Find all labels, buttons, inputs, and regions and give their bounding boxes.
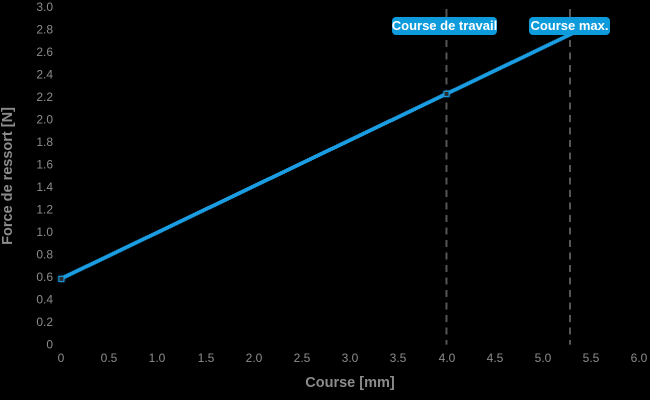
svg-text:5.5: 5.5 xyxy=(583,351,600,365)
svg-text:2.5: 2.5 xyxy=(294,351,311,365)
svg-text:2.0: 2.0 xyxy=(246,351,263,365)
svg-text:5.0: 5.0 xyxy=(535,351,552,365)
svg-text:3.0: 3.0 xyxy=(36,0,53,14)
svg-text:1.8: 1.8 xyxy=(36,135,53,149)
svg-text:1.4: 1.4 xyxy=(36,180,53,194)
svg-text:4.5: 4.5 xyxy=(487,351,504,365)
svg-text:0.6: 0.6 xyxy=(36,270,53,284)
svg-text:0.4: 0.4 xyxy=(36,293,53,307)
svg-text:0.5: 0.5 xyxy=(101,351,118,365)
svg-text:0.2: 0.2 xyxy=(36,315,53,329)
svg-text:3.0: 3.0 xyxy=(342,351,359,365)
svg-text:1.2: 1.2 xyxy=(36,203,53,217)
svg-text:0.8: 0.8 xyxy=(36,248,53,262)
svg-text:3.5: 3.5 xyxy=(390,351,407,365)
svg-text:0: 0 xyxy=(46,338,53,352)
svg-text:2.6: 2.6 xyxy=(36,45,53,59)
svg-text:4.0: 4.0 xyxy=(439,351,456,365)
svg-text:0: 0 xyxy=(58,351,65,365)
svg-text:Course max.: Course max. xyxy=(530,18,608,33)
svg-text:2.8: 2.8 xyxy=(36,23,53,37)
svg-text:6.0: 6.0 xyxy=(631,351,648,365)
svg-text:2.4: 2.4 xyxy=(36,68,53,82)
svg-text:Force de ressort [N]: Force de ressort [N] xyxy=(0,107,16,245)
svg-text:1.0: 1.0 xyxy=(149,351,166,365)
svg-text:1.0: 1.0 xyxy=(36,225,53,239)
svg-text:1.5: 1.5 xyxy=(198,351,215,365)
svg-text:1.6: 1.6 xyxy=(36,158,53,172)
svg-text:2.0: 2.0 xyxy=(36,113,53,127)
svg-text:Course de travail: Course de travail xyxy=(392,18,498,33)
svg-text:Course [mm]: Course [mm] xyxy=(305,375,395,391)
svg-text:2.2: 2.2 xyxy=(36,90,53,104)
